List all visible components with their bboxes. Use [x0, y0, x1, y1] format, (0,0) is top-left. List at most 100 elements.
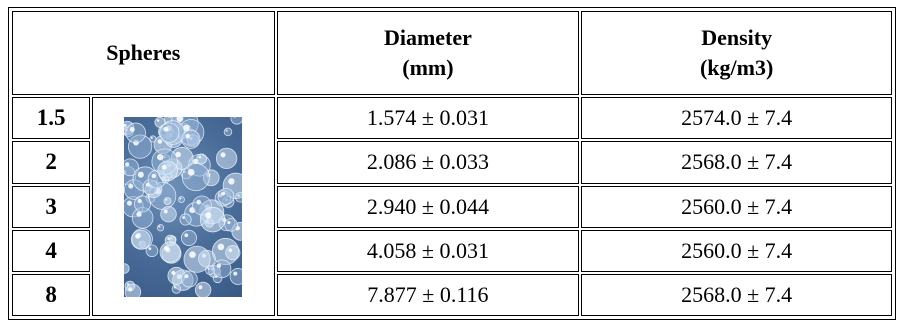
- sphere-highlight: [184, 273, 189, 278]
- glass-sphere: [224, 127, 233, 136]
- sphere-highlight: [146, 182, 150, 187]
- glass-sphere: [225, 244, 241, 260]
- glass-sphere: [178, 195, 186, 203]
- sphere-highlight: [227, 220, 231, 224]
- sphere-highlight: [207, 267, 210, 270]
- sphere-highlight: [158, 225, 161, 228]
- sphere-highlight: [217, 263, 222, 268]
- sphere-highlight: [162, 164, 168, 170]
- glass-sphere: [200, 206, 226, 232]
- table-row: 1.5 1.574 ± 0.031 2574.0 ± 7.4: [12, 97, 892, 316]
- sphere-highlight: [233, 271, 238, 276]
- sphere-highlight: [151, 173, 157, 178]
- row-density: 2574.0 ± 7.4: [581, 97, 892, 140]
- sphere-highlight: [217, 243, 225, 250]
- sphere-highlight: [127, 282, 130, 286]
- row-density: 2560.0 ± 7.4: [581, 229, 892, 272]
- sphere-highlight: [125, 161, 130, 167]
- row-diameter: 2.940 ± 0.044: [276, 185, 580, 228]
- spheres-table-frame: Spheres Diameter (mm) Density (kg/m3) 1.…: [8, 7, 896, 320]
- sphere-highlight: [157, 118, 160, 122]
- row-density: 2560.0 ± 7.4: [581, 185, 892, 228]
- glass-sphere: [224, 217, 239, 232]
- sphere-highlight: [128, 287, 133, 291]
- sphere-highlight: [168, 116, 172, 118]
- sphere-highlight: [196, 199, 202, 205]
- row-size: 1.5: [12, 97, 91, 140]
- glass-sphere: [213, 259, 232, 278]
- header-density-title: Density: [701, 25, 773, 51]
- sphere-highlight: [184, 233, 189, 237]
- sphere-highlight: [182, 215, 186, 219]
- glass-spheres-drawing: [124, 116, 243, 297]
- row-diameter: 4.058 ± 0.031: [276, 229, 580, 272]
- sphere-highlight: [188, 168, 195, 176]
- row-size: 8: [12, 273, 91, 316]
- glass-sphere: [125, 283, 142, 297]
- glass-sphere: [131, 229, 152, 250]
- sphere-highlight: [157, 153, 164, 160]
- glass-sphere: [160, 205, 178, 223]
- row-diameter: 7.877 ± 0.116: [276, 273, 580, 316]
- sphere-highlight: [148, 246, 152, 250]
- sphere-highlight: [167, 236, 171, 240]
- table-row: 3 2.940 ± 0.044 2560.0 ± 7.4: [12, 185, 892, 228]
- row-density: 2568.0 ± 7.4: [581, 141, 892, 184]
- glass-sphere: [181, 270, 199, 288]
- row-density: 2568.0 ± 7.4: [581, 273, 892, 316]
- sphere-highlight: [127, 200, 133, 206]
- sphere-highlight: [136, 211, 142, 217]
- glass-sphere: [183, 245, 211, 273]
- glass-spheres-photo: [124, 116, 243, 297]
- sphere-highlight: [198, 155, 202, 159]
- glass-sphere: [157, 223, 165, 232]
- sphere-highlight: [221, 191, 226, 196]
- sphere-highlight: [138, 171, 145, 178]
- glass-sphere: [216, 147, 238, 169]
- glass-sphere: [149, 135, 157, 143]
- table-row: 4 4.058 ± 0.031 2560.0 ± 7.4: [12, 229, 892, 272]
- sphere-highlight: [183, 124, 191, 131]
- sphere-highlight: [135, 233, 141, 239]
- table-row: 2 2.086 ± 0.033 2568.0 ± 7.4: [12, 141, 892, 184]
- spheres-image-cell: [92, 97, 275, 316]
- sphere-highlight: [228, 177, 235, 185]
- sphere-highlight: [205, 211, 212, 219]
- sphere-highlight: [163, 126, 169, 132]
- sphere-highlight: [151, 136, 154, 139]
- glass-sphere: [159, 122, 180, 143]
- sphere-highlight: [225, 129, 228, 132]
- row-size: 2: [12, 141, 91, 184]
- glass-sphere: [159, 241, 182, 263]
- row-diameter: 1.574 ± 0.031: [276, 97, 580, 140]
- glass-sphere: [195, 281, 212, 297]
- header-row: Spheres Diameter (mm) Density (kg/m3): [12, 11, 892, 96]
- glass-sphere: [134, 195, 152, 213]
- sphere-highlight: [128, 183, 134, 189]
- glass-sphere: [217, 187, 235, 205]
- glass-sphere: [196, 153, 208, 164]
- sphere-highlight: [130, 126, 136, 132]
- header-density: Density (kg/m3): [581, 11, 892, 96]
- sphere-highlight: [233, 116, 237, 118]
- header-diameter: Diameter (mm): [276, 11, 580, 96]
- sphere-highlight: [165, 198, 168, 201]
- row-size: 4: [12, 229, 91, 272]
- glass-sphere: [125, 122, 147, 143]
- glass-sphere: [163, 196, 172, 205]
- glass-sphere: [230, 116, 243, 125]
- header-diameter-unit: (mm): [402, 55, 454, 81]
- glass-sphere: [157, 160, 179, 181]
- sphere-highlight: [228, 248, 233, 252]
- sphere-highlight: [171, 270, 176, 275]
- header-density-unit: (kg/m3): [699, 55, 774, 81]
- glass-sphere: [230, 267, 243, 285]
- header-spheres: Spheres: [12, 11, 275, 96]
- glass-sphere: [181, 129, 201, 149]
- glass-sphere: [182, 162, 211, 191]
- sphere-highlight: [198, 284, 203, 289]
- sphere-highlight: [175, 151, 182, 157]
- row-size: 3: [12, 185, 91, 228]
- sphere-highlight: [179, 197, 182, 200]
- sphere-highlight: [176, 116, 184, 122]
